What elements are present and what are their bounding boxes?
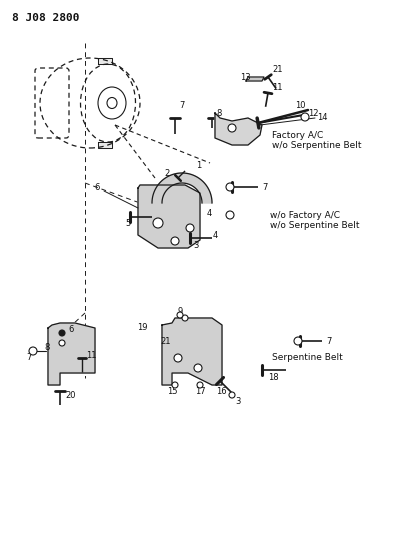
Text: 10: 10 bbox=[295, 101, 305, 110]
Text: 2: 2 bbox=[165, 168, 170, 177]
Polygon shape bbox=[48, 323, 95, 385]
Text: 6: 6 bbox=[95, 182, 100, 191]
Circle shape bbox=[171, 237, 179, 245]
Text: 16: 16 bbox=[216, 386, 227, 395]
Text: 4: 4 bbox=[213, 231, 218, 240]
Text: 15: 15 bbox=[167, 387, 177, 397]
Circle shape bbox=[29, 347, 37, 355]
Circle shape bbox=[194, 364, 202, 372]
Text: 7: 7 bbox=[262, 182, 267, 191]
Text: 8: 8 bbox=[45, 343, 50, 352]
Polygon shape bbox=[138, 185, 200, 248]
Text: 7: 7 bbox=[26, 352, 31, 361]
Text: 7: 7 bbox=[179, 101, 185, 109]
Circle shape bbox=[172, 382, 178, 388]
Text: 8 J08 2800: 8 J08 2800 bbox=[12, 13, 80, 23]
Text: 21: 21 bbox=[160, 336, 171, 345]
Text: 1: 1 bbox=[196, 160, 201, 169]
Text: 5: 5 bbox=[126, 220, 131, 229]
Circle shape bbox=[226, 183, 234, 191]
Text: 18: 18 bbox=[268, 373, 279, 382]
Text: 8: 8 bbox=[216, 109, 221, 117]
Text: 20: 20 bbox=[65, 391, 76, 400]
Polygon shape bbox=[152, 173, 212, 203]
Text: 4: 4 bbox=[207, 208, 212, 217]
Circle shape bbox=[177, 312, 183, 318]
Text: 12: 12 bbox=[308, 109, 318, 117]
Circle shape bbox=[226, 211, 234, 219]
Polygon shape bbox=[215, 113, 262, 145]
Text: Serpentine Belt: Serpentine Belt bbox=[272, 353, 343, 362]
Polygon shape bbox=[162, 318, 222, 385]
Circle shape bbox=[59, 330, 65, 336]
Polygon shape bbox=[98, 142, 112, 148]
Circle shape bbox=[186, 224, 194, 232]
Circle shape bbox=[294, 337, 302, 345]
Text: 13: 13 bbox=[240, 72, 251, 82]
Text: 7: 7 bbox=[326, 336, 331, 345]
Text: 19: 19 bbox=[137, 324, 148, 333]
Circle shape bbox=[229, 392, 235, 398]
Circle shape bbox=[59, 340, 65, 346]
Text: 9: 9 bbox=[177, 306, 183, 316]
Circle shape bbox=[197, 382, 203, 388]
Polygon shape bbox=[98, 58, 112, 64]
Circle shape bbox=[301, 113, 309, 121]
Text: 3: 3 bbox=[193, 240, 199, 249]
Circle shape bbox=[228, 124, 236, 132]
Text: 11: 11 bbox=[86, 351, 97, 360]
Text: 14: 14 bbox=[317, 114, 327, 123]
Text: 21: 21 bbox=[272, 66, 282, 75]
Text: 11: 11 bbox=[272, 84, 282, 93]
Circle shape bbox=[153, 218, 163, 228]
Text: 6: 6 bbox=[68, 326, 73, 335]
Circle shape bbox=[182, 315, 188, 321]
Text: 17: 17 bbox=[195, 387, 205, 397]
Text: Factory A/C
w/o Serpentine Belt: Factory A/C w/o Serpentine Belt bbox=[272, 131, 362, 150]
Text: w/o Factory A/C
w/o Serpentine Belt: w/o Factory A/C w/o Serpentine Belt bbox=[270, 211, 360, 230]
Circle shape bbox=[174, 354, 182, 362]
Polygon shape bbox=[246, 77, 264, 81]
Text: 3: 3 bbox=[235, 398, 240, 407]
